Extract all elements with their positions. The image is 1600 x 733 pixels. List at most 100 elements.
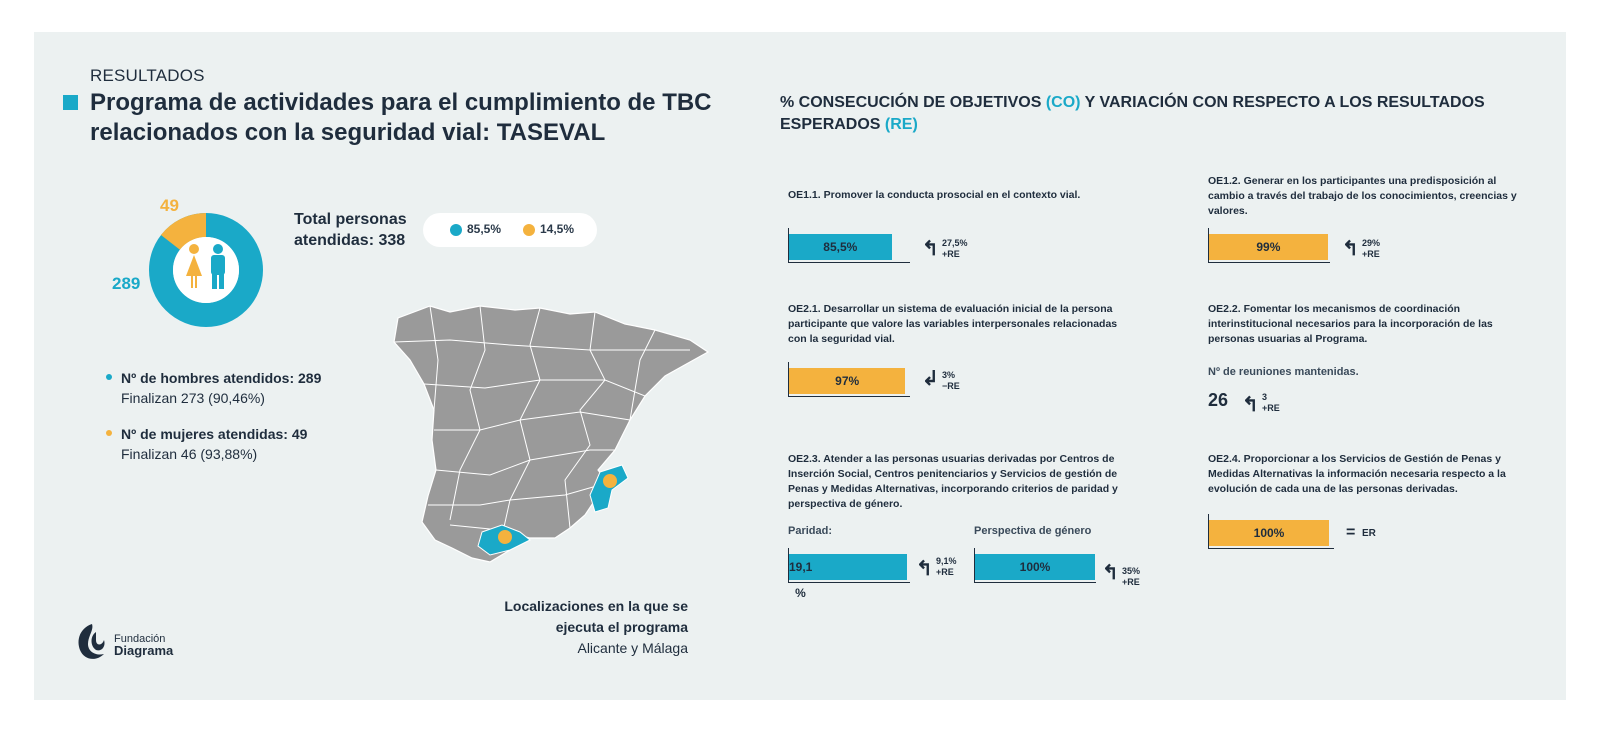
oe12-arrow-icon: ↰ [1342,238,1359,260]
oe12-delta: 29% +RE [1362,238,1380,260]
title-part-2: Y VARIACIÓN CON RESPECTO A LOS RESULTADO… [1080,94,1485,111]
title-re: (RE) [884,116,918,133]
oe22-delta: 3 +RE [1262,392,1280,414]
oe23a-delta: 9,1% +RE [936,556,957,578]
oe22-sub: Nº de reuniones mantenidas. [1208,366,1359,378]
oe23b-y-axis [974,548,975,582]
section-tag: RESULTADOS [90,66,205,85]
total-attended: Total personas atendidas: 338 [294,209,407,251]
oe24-y-axis [1208,514,1209,548]
oe12-bar: 99% [1209,234,1328,260]
oe23b-arrow-icon: ↰ [1102,562,1119,584]
oe23a-delta-re: +RE [936,567,954,577]
legend-men: 85,5% [450,222,501,236]
total-line-1: Total personas [294,211,407,228]
oe22-delta-value: 3 [1262,392,1268,402]
map-marker-alicante [603,474,617,488]
map-alicante [589,464,629,513]
donut-slice-women [160,213,207,251]
oe24-bar: 100% [1209,520,1329,546]
oe24-x-axis [1208,548,1334,549]
locations-line-2: ejecuta el programa [555,619,688,635]
oe21-x-axis [788,396,910,397]
objectives-title: % CONSECUCIÓN DE OBJETIVOS (CO) Y VARIAC… [780,92,1500,136]
locations-caption: Localizaciones en la que se ejecuta el p… [470,596,688,659]
locations-line-1: Localizaciones en la que se [504,598,688,614]
oe12-delta-value: 29% [1362,238,1381,248]
oe11-arrow-icon: ↰ [922,238,939,260]
title-marker [63,95,78,110]
legend-women: 14,5% [523,222,574,236]
oe23-text: OE2.3. Atender a las personas usuarias d… [788,453,1118,510]
page-title: Programa de actividades para el cumplimi… [90,89,712,146]
oe23b-delta: 35% +RE [1122,566,1140,588]
oe12-delta-re: +RE [1362,249,1380,259]
oe23a-bar: 19,1 % [789,554,812,600]
gender-donut-chart [149,213,263,327]
oe11-text: OE1.1. Promover la conducta prosocial en… [788,189,1081,201]
oe23b-bar: 100% [975,554,1095,580]
oe12-y-axis [1208,228,1209,262]
legend-dot-men [450,223,462,236]
oe11-x-axis [788,262,910,263]
stat-women-sub: Finalizan 46 (93,88%) [121,446,258,462]
oe11-y-axis [788,228,789,262]
equals-icon: = [1346,524,1356,541]
oe22-text: OE2.2. Fomentar los mecanismos de coordi… [1208,303,1493,345]
oe23-label-genero: Perspectiva de género [974,525,1092,537]
oe21-text: OE2.1. Desarrollar un sistema de evaluac… [788,303,1118,345]
spain-map [393,305,710,563]
stat-men-label: Nº de hombres atendidos: 289 [121,370,322,386]
oe23a-x-axis [788,582,910,583]
logo-line-1: Fundación [114,633,166,645]
oe11-delta: 27,5% +RE [942,238,968,260]
oe23a-arrow-icon: ↰ [916,558,933,580]
donut-legend: 85,5% 14,5% [423,213,597,247]
oe11-bar: 85,5% [789,234,892,260]
oe11-delta-re: +RE [942,249,960,259]
oe23b-x-axis [974,582,1096,583]
women-count: 49 [160,196,179,215]
oe21-arrow-icon: ↲ [922,368,939,390]
oe12-text: OE1.2. Generar en los participantes una … [1208,175,1517,217]
diagrama-logo-icon [78,624,105,659]
stat-women-label: Nº de mujeres atendidas: 49 [121,426,308,442]
oe12-x-axis [1208,262,1330,263]
stat-women-bullet [106,430,112,436]
title-part-1: % CONSECUCIÓN DE OBJETIVOS [780,94,1046,111]
oe23a-delta-value: 9,1% [936,556,957,566]
oe24-text: OE2.4. Proporcionar a los Servicios de G… [1208,453,1506,495]
oe21-delta-value: 3% [942,370,956,380]
stat-men-sub: Finalizan 273 (90,46%) [121,390,265,406]
logo-text: Fundación Diagrama [114,633,173,657]
logo-line-2: Diagrama [114,643,174,658]
oe24-eq: ER [1362,528,1376,539]
map-marker-malaga [498,530,512,544]
locations-places: Alicante y Málaga [577,640,688,656]
oe23b-delta-value: 35% [1122,566,1141,576]
legend-dot-women [523,223,535,236]
oe21-y-axis [788,362,789,396]
stat-men: Nº de hombres atendidos: 289 Finalizan 2… [106,368,321,408]
oe23b-delta-re: +RE [1122,577,1140,587]
oe21-delta-re: −RE [942,381,960,391]
man-icon [211,244,225,289]
title-co: (CO) [1045,94,1081,111]
total-line-2: atendidas: 338 [294,232,406,249]
oe21-delta: 3% −RE [942,370,960,392]
woman-icon [186,244,202,288]
oe21-bar: 97% [789,368,906,394]
oe23a-y-axis [788,548,789,582]
stat-men-bullet [106,374,112,380]
oe11-delta-value: 27,5% [942,238,968,248]
men-count: 289 [112,274,141,293]
oe22-value: 26 [1208,390,1229,410]
infographic-panel [34,32,1566,700]
oe23-label-paridad: Paridad: [788,525,833,537]
map-peninsula [393,305,710,563]
oe22-delta-re: +RE [1262,403,1280,413]
title-part-3: ESPERADOS [780,116,885,133]
stat-women: Nº de mujeres atendidas: 49 Finalizan 46… [106,424,307,464]
legend-women-label: 14,5% [540,222,575,236]
legend-men-label: 85,5% [467,222,502,236]
